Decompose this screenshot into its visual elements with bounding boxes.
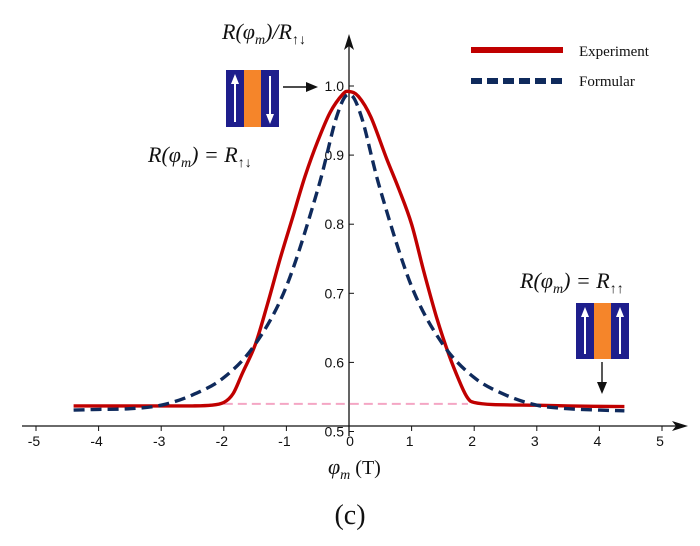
- legend-experiment-label: Experiment: [579, 44, 650, 60]
- y-tick-label: 0.9: [325, 147, 345, 163]
- x-tick-label: 1: [406, 433, 414, 449]
- series-experiment-line: [73, 89, 625, 409]
- y-axis-arrow-icon: [344, 34, 354, 50]
- legend: Experiment Formular: [471, 44, 650, 90]
- y-tick-label: 0.7: [325, 285, 345, 301]
- y-axis-label: R(φm)/R↑↓: [221, 19, 306, 48]
- pointer-arrowhead-icon: [306, 82, 318, 92]
- x-ticks: -5 -4 -3 -2 -1 0 1 2 3 4 5: [28, 426, 664, 449]
- series-formular-line: [73, 92, 625, 413]
- pointer-arrowhead-icon: [597, 382, 607, 394]
- figure-caption: (c): [334, 500, 365, 531]
- parallel-stack: [576, 303, 629, 359]
- y-tick-label: 0.5: [325, 424, 345, 440]
- x-tick-label: -4: [90, 433, 103, 449]
- spin-down-arrowhead-icon: [266, 114, 274, 124]
- x-tick-label: -2: [216, 433, 229, 449]
- x-tick-label: 0: [346, 433, 354, 449]
- antiparallel-stack: [226, 70, 279, 127]
- parallel-label: R(φm) = R↑↑: [519, 268, 624, 297]
- spin-up-arrowhead-icon: [581, 307, 589, 317]
- layer-middle: [594, 303, 611, 359]
- x-axis-label: φm (T): [328, 454, 381, 483]
- y-tick-label: 0.8: [325, 216, 345, 232]
- x-tick-label: 4: [594, 433, 602, 449]
- y-tick-label: 1.0: [325, 78, 345, 94]
- x-axis-arrow-icon: [672, 421, 688, 431]
- x-tick-label: 3: [531, 433, 539, 449]
- antiparallel-label: R(φm) = R↑↓: [147, 142, 252, 171]
- x-tick-label: 5: [656, 433, 664, 449]
- x-tick-label: 2: [468, 433, 476, 449]
- y-ticks: 0.5 0.6 0.7 0.8 0.9 1.0: [325, 78, 354, 440]
- x-tick-label: -5: [28, 433, 41, 449]
- x-tick-label: -1: [278, 433, 291, 449]
- y-tick-label: 0.6: [325, 354, 345, 370]
- layer-middle: [244, 70, 261, 127]
- spin-up-arrowhead-icon: [616, 307, 624, 317]
- legend-formular-label: Formular: [579, 74, 635, 90]
- x-tick-label: -3: [153, 433, 166, 449]
- spin-up-arrowhead-icon: [231, 74, 239, 84]
